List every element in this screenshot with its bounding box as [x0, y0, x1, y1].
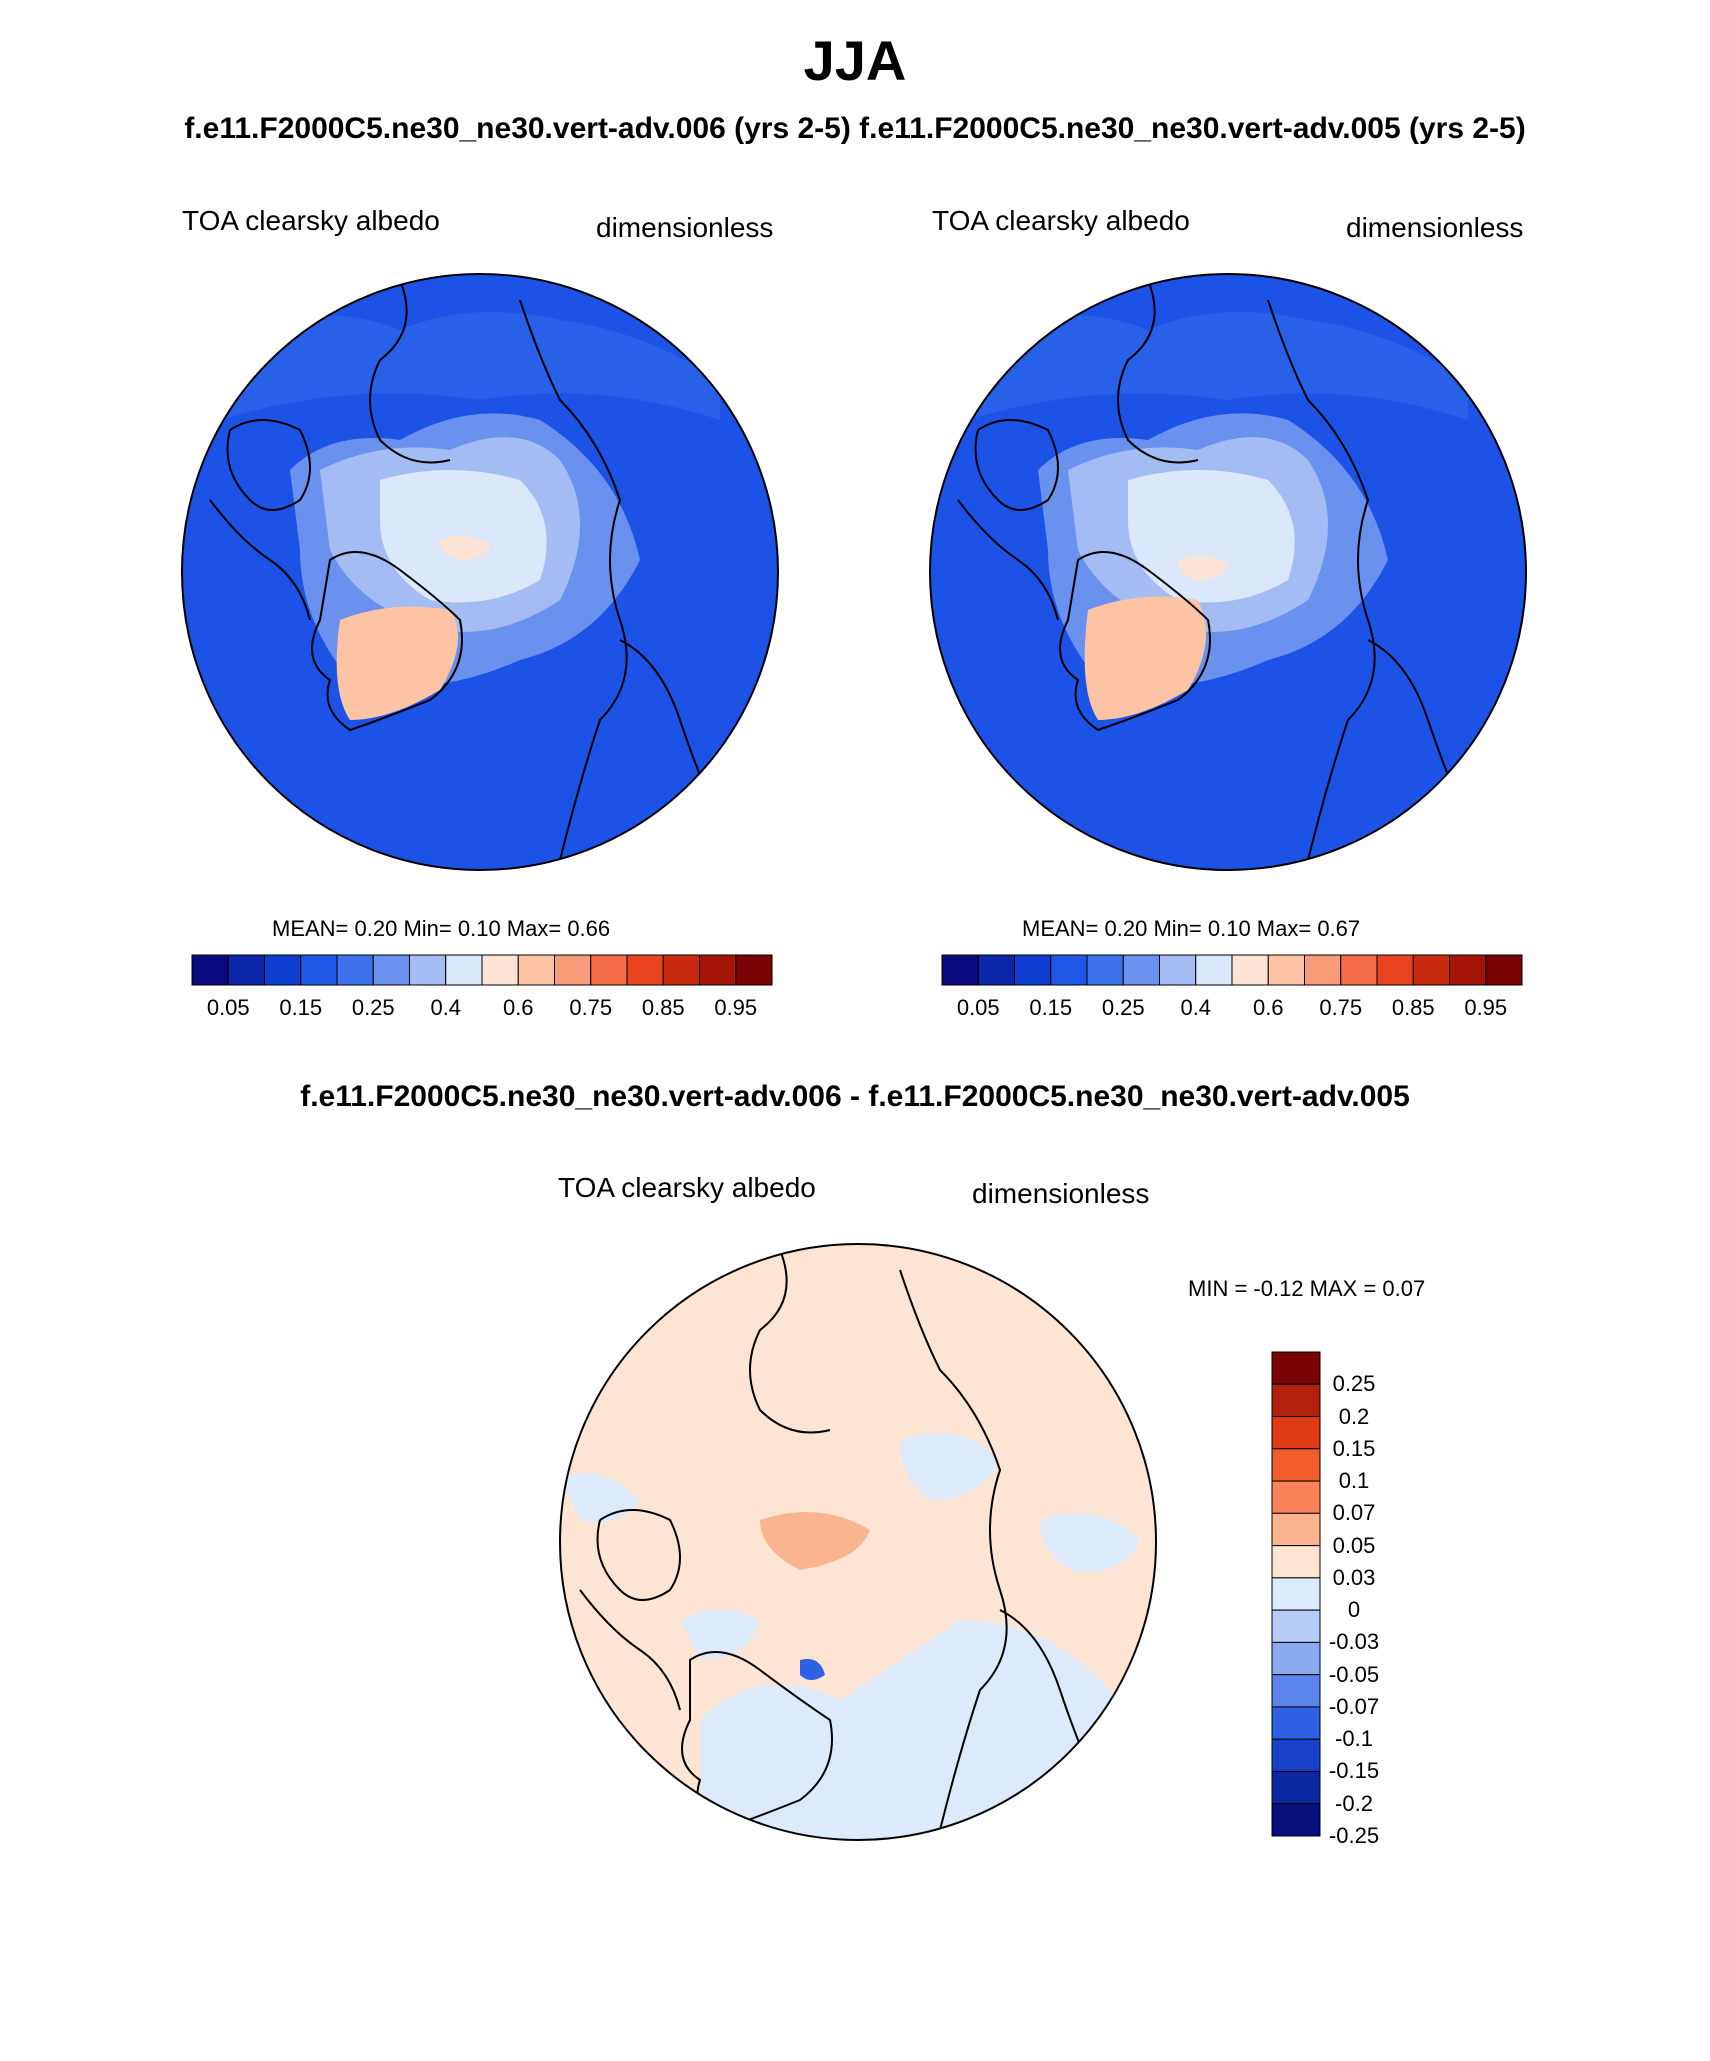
colorbar-swatch: [1267, 954, 1305, 986]
colorbar-tick-label: 0.4: [1180, 995, 1212, 1020]
colorbar-tick-label: 0.85: [1391, 995, 1435, 1020]
colorbar-tick-label: 0.25: [1332, 1371, 1376, 1397]
colorbar-tick-label: 0.75: [1319, 995, 1363, 1020]
colorbar-tick-label: 0.75: [569, 995, 613, 1020]
page-title: JJA: [803, 29, 907, 92]
colorbar-swatch: [1086, 954, 1124, 986]
colorbar-swatch: [1271, 1480, 1321, 1514]
colorbar-swatch: [445, 954, 483, 986]
colorbar-tick-label: 0.15: [1332, 1435, 1376, 1461]
colorbar-swatch: [1050, 954, 1088, 986]
colorbar-swatch: [1271, 1577, 1321, 1611]
colorbar-tick-label: 0.95: [1464, 995, 1508, 1020]
colorbar-swatch: [372, 954, 410, 986]
colorbar-swatch: [1271, 1609, 1321, 1643]
colorbar-swatch: [735, 954, 773, 986]
colorbar-swatch: [1271, 1512, 1321, 1547]
colorbar-swatch: [1412, 954, 1450, 986]
colorbar-swatch: [1376, 954, 1414, 986]
panel2-map: [929, 273, 1527, 871]
colorbar-tick-label: 0.6: [1252, 995, 1284, 1020]
panel3-variable-label: TOA clearsky albedo: [558, 1172, 816, 1203]
colorbar-swatch: [1271, 1383, 1321, 1418]
colorbar-swatch: [554, 954, 592, 986]
colorbar-swatch: [626, 954, 664, 986]
colorbar-swatch: [941, 954, 979, 986]
colorbar-tick-label: -0.07: [1328, 1693, 1380, 1719]
colorbar-swatch: [227, 954, 265, 986]
colorbar-swatch: [336, 954, 374, 986]
colorbar-tick-label: 0.15: [279, 995, 323, 1020]
panel1-stats: MEAN= 0.20 Min= 0.10 Max= 0.66: [272, 916, 611, 941]
colorbar-swatch: [590, 954, 628, 986]
colorbar-swatch: [977, 954, 1015, 986]
colorbar-tick-label: -0.2: [1335, 1790, 1373, 1816]
colorbar-swatch: [1231, 954, 1269, 986]
colorbar-tick-label: 0.05: [956, 995, 1000, 1020]
diff-colorbar: [1271, 1351, 1321, 1837]
panel2-colorbar: [941, 954, 1523, 986]
colorbar-tick-label: 0.07: [1332, 1500, 1376, 1526]
colorbar-tick-label: -0.05: [1328, 1661, 1380, 1687]
panel2-units-label: dimensionless: [1346, 212, 1524, 243]
colorbar-swatch: [1271, 1351, 1321, 1385]
colorbar-tick-label: 0.6: [502, 995, 534, 1020]
colorbar-swatch: [1485, 954, 1523, 986]
colorbar-tick-label: 0.15: [1029, 995, 1073, 1020]
panel1-map: [181, 273, 779, 871]
colorbar-tick-label: -0.15: [1328, 1758, 1380, 1784]
colorbar-swatch: [1449, 954, 1487, 986]
colorbar-tick-label: 0.95: [714, 995, 758, 1020]
colorbar-tick-label: -0.1: [1335, 1726, 1373, 1752]
colorbar-swatch: [1014, 954, 1052, 986]
colorbar-swatch: [409, 954, 447, 986]
colorbar-swatch: [1271, 1738, 1321, 1772]
colorbar-swatch: [1271, 1706, 1321, 1740]
colorbar-swatch: [1271, 1416, 1321, 1450]
colorbar-tick-label: 0.05: [206, 995, 250, 1020]
colorbar-tick-label: 0.1: [1338, 1468, 1370, 1494]
colorbar-swatch: [481, 954, 519, 986]
panel1-colorbar: [191, 954, 773, 986]
colorbar-swatch: [1271, 1770, 1321, 1805]
colorbar-swatch: [1195, 954, 1233, 986]
panel1-units-label: dimensionless: [596, 212, 774, 243]
panel3-stats: MIN = -0.12 MAX = 0.07: [1188, 1276, 1426, 1301]
diff-map: [559, 1243, 1157, 1841]
colorbar-swatch: [1122, 954, 1160, 986]
colorbar-swatch: [1271, 1545, 1321, 1579]
panel1-variable-label: TOA clearsky albedo: [182, 205, 440, 236]
colorbar-swatch: [264, 954, 302, 986]
colorbar-swatch: [191, 954, 229, 986]
colorbar-tick-label: 0.4: [430, 995, 462, 1020]
colorbar-tick-label: 0.2: [1338, 1403, 1370, 1429]
colorbar-tick-label: 0.85: [641, 995, 685, 1020]
colorbar-swatch: [300, 954, 338, 986]
colorbar-tick-label: 0.25: [1101, 995, 1145, 1020]
colorbar-swatch: [1271, 1448, 1321, 1482]
panel2-variable-label: TOA clearsky albedo: [932, 205, 1190, 236]
colorbar-swatch: [662, 954, 700, 986]
colorbar-tick-label: 0: [1347, 1597, 1361, 1623]
diff-title: f.e11.F2000C5.ne30_ne30.vert-adv.006 - f…: [300, 1080, 1410, 1113]
panel2-stats: MEAN= 0.20 Min= 0.10 Max= 0.67: [1022, 916, 1361, 941]
colorbar-swatch: [1340, 954, 1378, 986]
colorbar-tick-label: -0.25: [1328, 1823, 1380, 1848]
colorbar-swatch: [1304, 954, 1342, 986]
colorbar-swatch: [1271, 1803, 1321, 1837]
colorbar-swatch: [699, 954, 737, 986]
colorbar-swatch: [517, 954, 555, 986]
colorbar-swatch: [1271, 1641, 1321, 1676]
page-subtitle: f.e11.F2000C5.ne30_ne30.vert-adv.006 (yr…: [184, 112, 1526, 145]
colorbar-tick-label: -0.03: [1328, 1629, 1380, 1655]
panel3-units-label: dimensionless: [972, 1178, 1150, 1209]
colorbar-tick-label: 0.03: [1332, 1564, 1376, 1590]
colorbar-swatch: [1271, 1674, 1321, 1708]
colorbar-tick-label: 0.05: [1332, 1532, 1376, 1558]
colorbar-swatch: [1159, 954, 1197, 986]
colorbar-tick-label: 0.25: [351, 995, 395, 1020]
